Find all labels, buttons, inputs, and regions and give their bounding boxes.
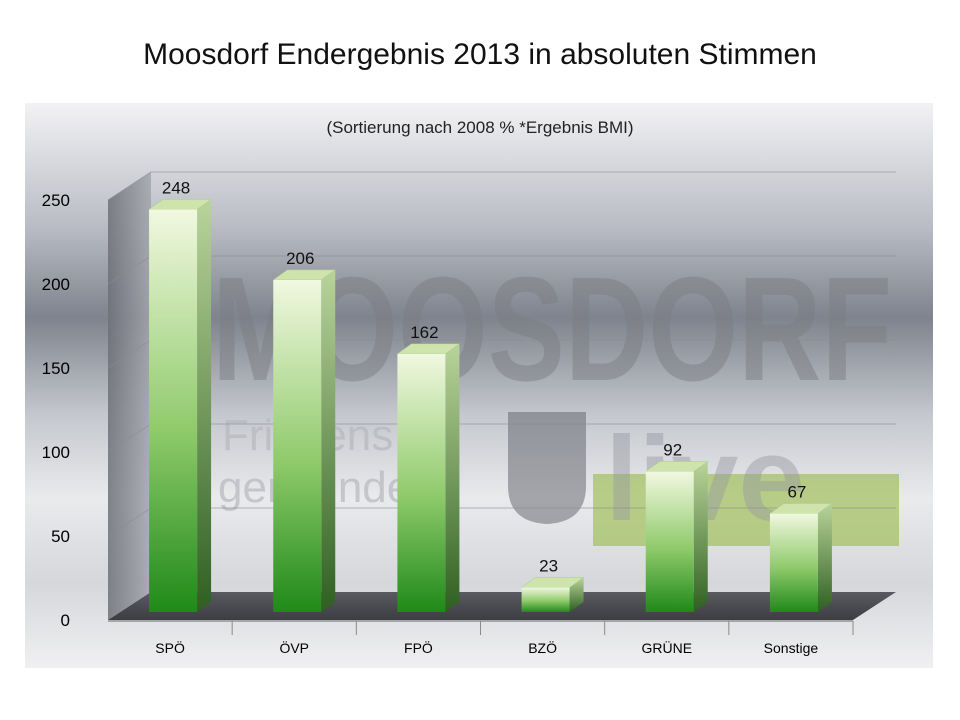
bar-side <box>569 577 584 612</box>
watermark-green-band <box>593 474 899 546</box>
x-category-label: BZÖ <box>528 639 557 656</box>
y-tick-label: 100 <box>42 443 70 462</box>
data-label: 248 <box>162 178 190 197</box>
bar-front <box>273 279 322 612</box>
x-category-label: SPÖ <box>155 639 185 656</box>
bar-side <box>197 199 212 613</box>
x-category-label: Sonstige <box>764 640 819 656</box>
y-tick-label: 250 <box>42 191 70 210</box>
bar-front <box>769 513 818 612</box>
bar-front <box>645 471 694 612</box>
gridline <box>107 171 896 201</box>
data-label: 162 <box>410 323 438 342</box>
y-tick-label: 150 <box>42 359 70 378</box>
y-tick-label: 200 <box>42 275 70 294</box>
chart-title: Moosdorf Endergebnis 2013 in absoluten S… <box>143 38 817 71</box>
x-category-label: GRÜNE <box>641 639 692 656</box>
y-axis: 0 50 100 150 200 250 <box>42 191 70 630</box>
bar-front <box>397 353 446 612</box>
bar-BZÖ: 23 <box>520 556 585 612</box>
bar-ÖVP: 206 <box>272 249 337 612</box>
x-axis-labels: SPÖ ÖVP FPÖ BZÖ GRÜNE Sonstige <box>155 639 818 656</box>
x-category-label: ÖVP <box>279 639 309 656</box>
coat-of-arms-icon <box>508 412 586 524</box>
bar-side <box>693 461 708 612</box>
data-label: 67 <box>787 482 806 501</box>
x-category-label: FPÖ <box>404 639 433 656</box>
data-label: 92 <box>663 440 682 459</box>
bar-FPÖ: 162 <box>396 323 461 612</box>
bar-Sonstige: 67 <box>769 482 833 612</box>
bar-GRÜNE: 92 <box>644 440 709 612</box>
bars: 248 206 162 23 92 67 <box>148 178 833 613</box>
chart-subtitle: (Sortierung nach 2008 % *Ergebnis BMI) <box>326 118 634 137</box>
bar-front <box>521 587 570 612</box>
y-tick-label: 0 <box>61 611 70 630</box>
data-label: 23 <box>539 556 558 575</box>
y-tick-label: 50 <box>51 527 70 546</box>
bar-side <box>445 343 460 612</box>
chart-side-wall <box>108 172 151 620</box>
bar-SPÖ: 248 <box>148 178 212 613</box>
bar-side <box>321 269 336 612</box>
data-label: 206 <box>286 249 314 268</box>
bar-front <box>149 209 198 613</box>
bar-side <box>817 503 832 612</box>
x-axis-separators <box>231 621 854 635</box>
